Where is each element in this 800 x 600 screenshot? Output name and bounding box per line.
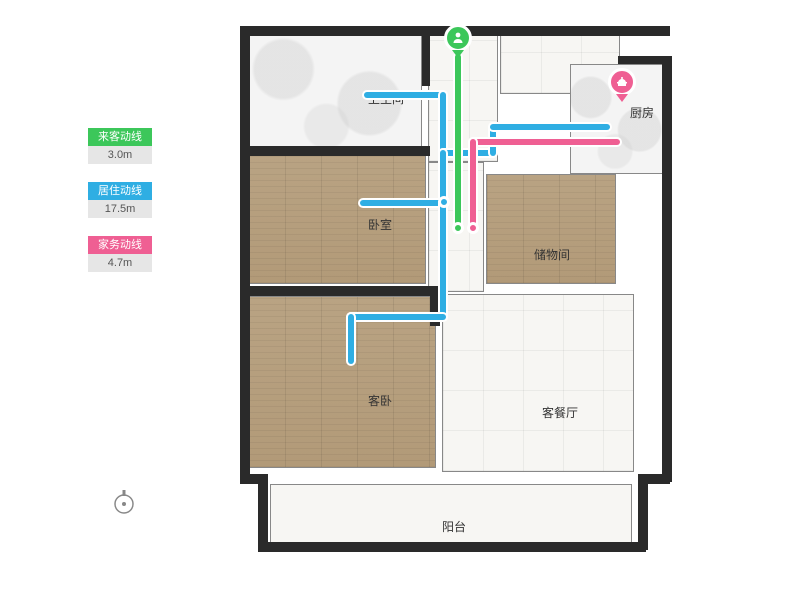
path-seg (490, 124, 610, 130)
wall-seg (430, 286, 440, 326)
path-seg (470, 139, 620, 145)
path-seg (455, 54, 461, 229)
room-storage (486, 174, 616, 284)
legend-item-resident: 居住动线 17.5m (88, 182, 152, 218)
path-endpoint-guest (452, 222, 464, 234)
wall-seg (638, 474, 648, 550)
legend-value-resident: 17.5m (88, 200, 152, 218)
legend-label-chore: 家务动线 (88, 236, 152, 254)
wall-seg (258, 542, 646, 552)
room-living (442, 294, 634, 472)
wall-seg (422, 26, 430, 86)
path-seg (360, 200, 444, 206)
legend-item-guest: 来客动线 3.0m (88, 128, 152, 164)
wall-seg (618, 56, 672, 64)
path-seg (348, 314, 446, 320)
path-endpoint-chore (467, 222, 479, 234)
legend-label-guest: 来客动线 (88, 128, 152, 146)
legend-value-chore: 4.7m (88, 254, 152, 272)
path-seg (440, 92, 446, 156)
room-label-kitchen: 厨房 (630, 104, 654, 121)
wall-seg (240, 286, 440, 296)
wall-seg (662, 62, 672, 482)
room-guestroom (248, 296, 436, 468)
pin-chore (608, 68, 636, 104)
room-label-bedroom: 卧室 (368, 216, 392, 233)
floorplan: 卫生间厨房卧室储物间客卧客餐厅阳台 (230, 24, 678, 576)
path-endpoint-resident (438, 196, 450, 208)
path-seg (364, 92, 446, 98)
legend: 来客动线 3.0m 居住动线 17.5m 家务动线 4.7m (88, 128, 152, 290)
pot-icon (608, 68, 636, 96)
compass-icon (110, 488, 138, 516)
legend-item-chore: 家务动线 4.7m (88, 236, 152, 272)
room-bedroom (248, 154, 426, 284)
path-seg (440, 200, 446, 320)
wall-seg (240, 26, 250, 482)
room-balcony (270, 484, 632, 544)
person-icon (444, 24, 472, 52)
room-label-guestroom: 客卧 (368, 392, 392, 409)
pin-guest (444, 24, 472, 60)
room-label-balcony: 阳台 (442, 518, 466, 535)
legend-value-guest: 3.0m (88, 146, 152, 164)
path-seg (440, 150, 496, 156)
legend-label-resident: 居住动线 (88, 182, 152, 200)
wall-seg (240, 146, 430, 156)
wall-seg (258, 474, 268, 550)
room-label-living: 客餐厅 (542, 404, 578, 421)
path-seg (348, 314, 354, 364)
room-label-storage: 储物间 (534, 246, 570, 263)
path-seg (470, 139, 476, 229)
